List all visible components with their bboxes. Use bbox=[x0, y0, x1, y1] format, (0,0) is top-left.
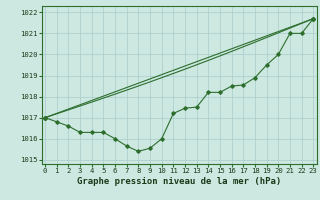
X-axis label: Graphe pression niveau de la mer (hPa): Graphe pression niveau de la mer (hPa) bbox=[77, 177, 281, 186]
